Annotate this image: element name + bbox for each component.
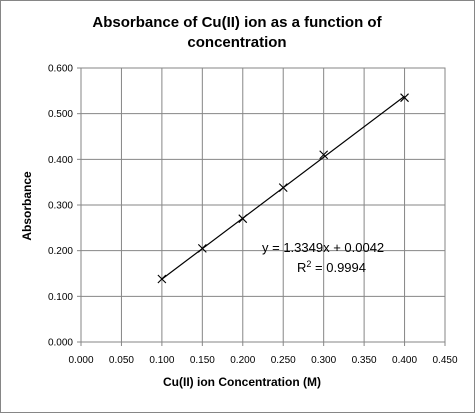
x-tick-label: 0.250 xyxy=(271,355,296,366)
data-point xyxy=(278,183,288,193)
y-tick-label: 0.100 xyxy=(48,292,73,303)
x-tick-label: 0.350 xyxy=(352,355,377,366)
x-tick-label: 0.450 xyxy=(432,355,457,366)
x-tick-label: 0.150 xyxy=(190,355,215,366)
data-point xyxy=(238,214,248,224)
plot-area xyxy=(80,67,446,343)
r-squared-value: = 0.9994 xyxy=(311,260,366,275)
chart-title-line-2: concentration xyxy=(187,34,286,51)
x-tick-label: 0.300 xyxy=(311,355,336,366)
y-tick-label: 0.200 xyxy=(48,246,73,257)
r-squared-prefix: R xyxy=(297,260,306,275)
y-tick-label: 0.000 xyxy=(48,338,73,349)
y-tick-labels: 0.000 0.100 0.200 0.300 0.400 0.500 0.600 xyxy=(48,64,73,349)
y-tick-label: 0.300 xyxy=(48,201,73,212)
x-tick-label: 0.000 xyxy=(68,355,93,366)
x-tick-label: 0.100 xyxy=(149,355,174,366)
data-point xyxy=(157,274,167,284)
equation-annotation: y = 1.3349x + 0.0042 xyxy=(262,240,384,255)
r-squared-annotation: R2 = 0.9994 xyxy=(297,259,366,275)
x-tick-label: 0.400 xyxy=(392,355,417,366)
y-axis-title: Absorbance xyxy=(20,171,34,241)
y-tick-label: 0.500 xyxy=(48,109,73,120)
y-tick-label: 0.400 xyxy=(48,155,73,166)
r-squared-superscript: 2 xyxy=(306,259,311,269)
data-point xyxy=(319,150,329,160)
markers-group xyxy=(157,93,409,284)
x-axis-title: Cu(II) ion Concentration (M) xyxy=(163,375,321,389)
gridlines xyxy=(77,67,446,346)
chart-title-line-1: Absorbance of Cu(II) ion as a function o… xyxy=(92,14,382,31)
data-point xyxy=(197,243,207,253)
x-tick-labels: 0.000 0.050 0.100 0.150 0.200 0.250 0.300 0.350… xyxy=(68,355,457,366)
y-tick-label: 0.600 xyxy=(48,64,73,75)
data-point xyxy=(400,93,409,103)
x-tick-label: 0.050 xyxy=(109,355,134,366)
x-tick-label: 0.200 xyxy=(230,355,255,366)
